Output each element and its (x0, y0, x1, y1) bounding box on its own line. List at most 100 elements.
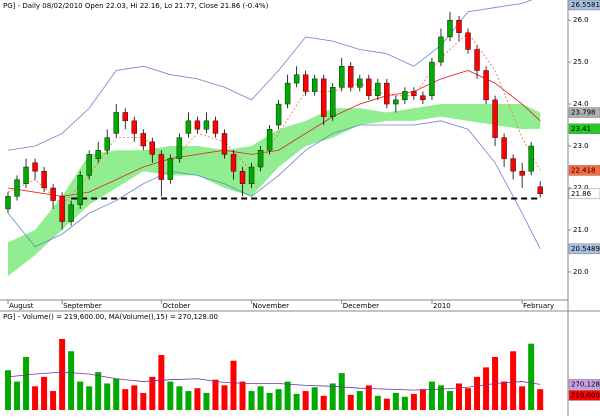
candle-body (122, 112, 128, 122)
volume-bar (212, 379, 219, 410)
x-tick-label: February (523, 302, 554, 310)
x-tick-label: December (343, 302, 379, 310)
cloud-top-tag-box (568, 107, 600, 118)
volume-bar (41, 376, 48, 410)
y-tick-label: 21.0 (573, 226, 589, 234)
candle-body (311, 78, 318, 92)
volume-tag: 219,600 (571, 391, 600, 399)
candle-body (438, 36, 444, 63)
volume-bar (140, 392, 147, 410)
x-tick-label: October (162, 302, 190, 310)
candle-body (50, 187, 56, 201)
candle-body (375, 82, 381, 96)
candle-body (257, 150, 264, 168)
moving-average (7, 70, 541, 197)
volume-bar (185, 391, 192, 410)
volume-bar (59, 338, 66, 410)
volume-ma-tag: 270,128 (571, 380, 600, 388)
candle-body (14, 179, 20, 197)
candle-body (203, 120, 210, 130)
candle-body (131, 120, 137, 134)
candle-body (77, 175, 83, 205)
volume-bar (356, 391, 363, 410)
candle-body (41, 170, 47, 189)
candle-body (68, 204, 74, 222)
candle-body (86, 154, 92, 176)
volume-bar (465, 388, 472, 410)
volume-bar (519, 386, 526, 410)
lower-band-tag: 20.5489 (571, 245, 600, 253)
y-tick-label: 22.0 (573, 184, 589, 192)
lower-band (7, 120, 541, 250)
volume-bar (347, 394, 354, 410)
y-tick-label: 26.0 (573, 16, 589, 24)
candle-body (212, 120, 219, 134)
volume-bar (68, 351, 75, 410)
candle-body (519, 170, 525, 176)
volume-bar (149, 376, 156, 410)
candle-body (393, 99, 399, 105)
candle-body (537, 186, 543, 195)
volume-bar (338, 373, 345, 410)
volume-bar (428, 381, 435, 410)
volume-bar (50, 391, 57, 410)
candle-body (411, 91, 417, 96)
volume-bar (248, 391, 255, 410)
volume-bar (77, 381, 84, 410)
volume-bar (266, 392, 273, 410)
volume-tag-box (568, 390, 600, 401)
volume-bar (537, 389, 544, 410)
volume-title: PG] - Volume() = 219,600.00, MA(Volume()… (3, 313, 218, 321)
tenkan-tag-box (568, 165, 600, 176)
y-tick-label: 24.0 (573, 100, 589, 108)
candle-body (339, 66, 345, 88)
candle-body (465, 32, 471, 50)
candle-body (185, 120, 192, 134)
x-tick-label: 2010 (433, 302, 451, 310)
candle-body (492, 99, 498, 138)
candle-body (167, 158, 174, 180)
candle-body (302, 74, 309, 92)
volume-bar (14, 381, 21, 410)
volume-bar (275, 389, 282, 410)
volume-ma (7, 371, 541, 391)
candle-body (95, 150, 101, 159)
volume-bar (501, 381, 508, 410)
volume-bar (95, 372, 102, 410)
candle-body (239, 170, 246, 184)
volume-bar (131, 385, 138, 410)
volume-bar (32, 386, 39, 410)
candle-body (366, 78, 372, 96)
candle-body (284, 82, 291, 105)
volume-bar (302, 391, 309, 410)
volume-bar (86, 386, 93, 410)
x-tick-label: August (9, 302, 34, 310)
volume-bar (194, 388, 201, 410)
volume-bar (311, 387, 318, 410)
y-tick-label: 25.0 (573, 58, 589, 66)
volume-bar (176, 386, 183, 410)
volume-bar (401, 396, 408, 410)
volume-bar (456, 383, 462, 410)
candle-body (293, 74, 300, 84)
candle-body (149, 141, 156, 155)
volume-bar (293, 393, 300, 410)
upper-band-tag-box (568, 0, 600, 11)
candle-body (104, 137, 110, 151)
volume-bar (203, 392, 210, 410)
candle-body (32, 162, 38, 172)
candle-body (248, 166, 255, 184)
candle-body (357, 78, 363, 88)
volume-bar (257, 386, 264, 410)
volume-bar (221, 385, 228, 410)
volume-bar (528, 343, 535, 410)
volume-bar (158, 355, 165, 410)
lower-band-tag-box (568, 243, 600, 255)
volume-bar (5, 370, 11, 410)
volume-bar (122, 389, 129, 410)
candle-body (230, 154, 237, 172)
candle-body (221, 133, 228, 155)
tenkan-tag: 22.418 (571, 166, 596, 174)
x-tick-label: September (63, 302, 102, 310)
